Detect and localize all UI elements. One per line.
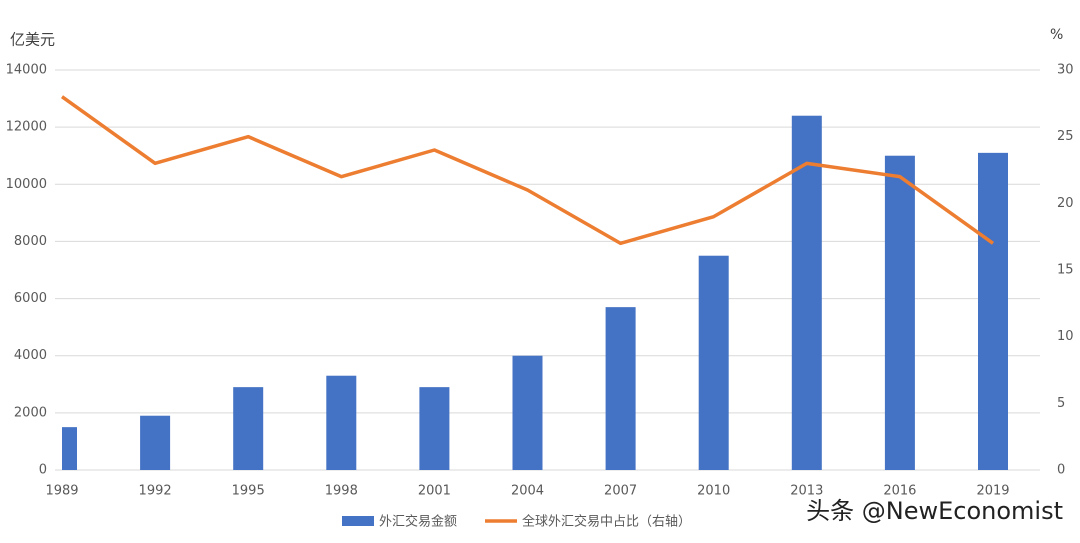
y2-tick-label: 0 [1057,463,1065,478]
bar [512,355,543,470]
legend-label: 外汇交易金额 [379,514,457,530]
y-tick-label: 0 [39,463,47,478]
y-tick-label: 10000 [6,177,47,192]
y-tick-label: 8000 [14,234,47,249]
y2-tick-label: 30 [1057,63,1074,78]
bar [978,152,1008,470]
y-tick-label: 12000 [6,120,47,135]
bar [605,307,636,470]
x-tick-label: 2019 [976,484,1009,499]
x-tick-label: 1989 [45,484,78,499]
watermark: 头条 @NewEconomist [806,497,1063,525]
plot-area [62,115,1008,470]
bar [419,387,450,470]
legend-swatch [342,516,374,526]
line [60,95,995,246]
y2-tick-label: 10 [1057,329,1074,344]
y-tick-label: 4000 [14,348,47,363]
x-tick-label: 2013 [790,484,823,499]
y-tick-label: 2000 [14,405,47,420]
bar [326,375,357,470]
bar [62,427,77,470]
x-tick-label: 2016 [883,484,916,499]
x-tick-label: 2004 [511,484,544,499]
y-tick-label: 14000 [6,63,47,78]
y2-axis-label: % [1050,27,1063,43]
bar [698,255,729,470]
y-tick-label: 6000 [14,291,47,306]
x-tick-label: 2007 [604,484,637,499]
x-tick-label: 2010 [697,484,730,499]
bar [233,387,264,470]
bar [791,115,822,470]
y2-tick-label: 25 [1057,129,1074,144]
y2-tick-label: 15 [1057,263,1074,278]
bar [884,155,915,470]
legend-label: 全球外汇交易中占比（右轴） [522,514,691,530]
y2-tick-label: 5 [1057,396,1065,411]
x-tick-label: 1992 [139,484,172,499]
y2-tick-label: 20 [1057,196,1074,211]
x-tick-label: 1998 [325,484,358,499]
y-axis-label: 亿美元 [10,31,55,49]
x-tick-label: 1995 [232,484,265,499]
x-tick-label: 2001 [418,484,451,499]
bar [140,415,171,470]
